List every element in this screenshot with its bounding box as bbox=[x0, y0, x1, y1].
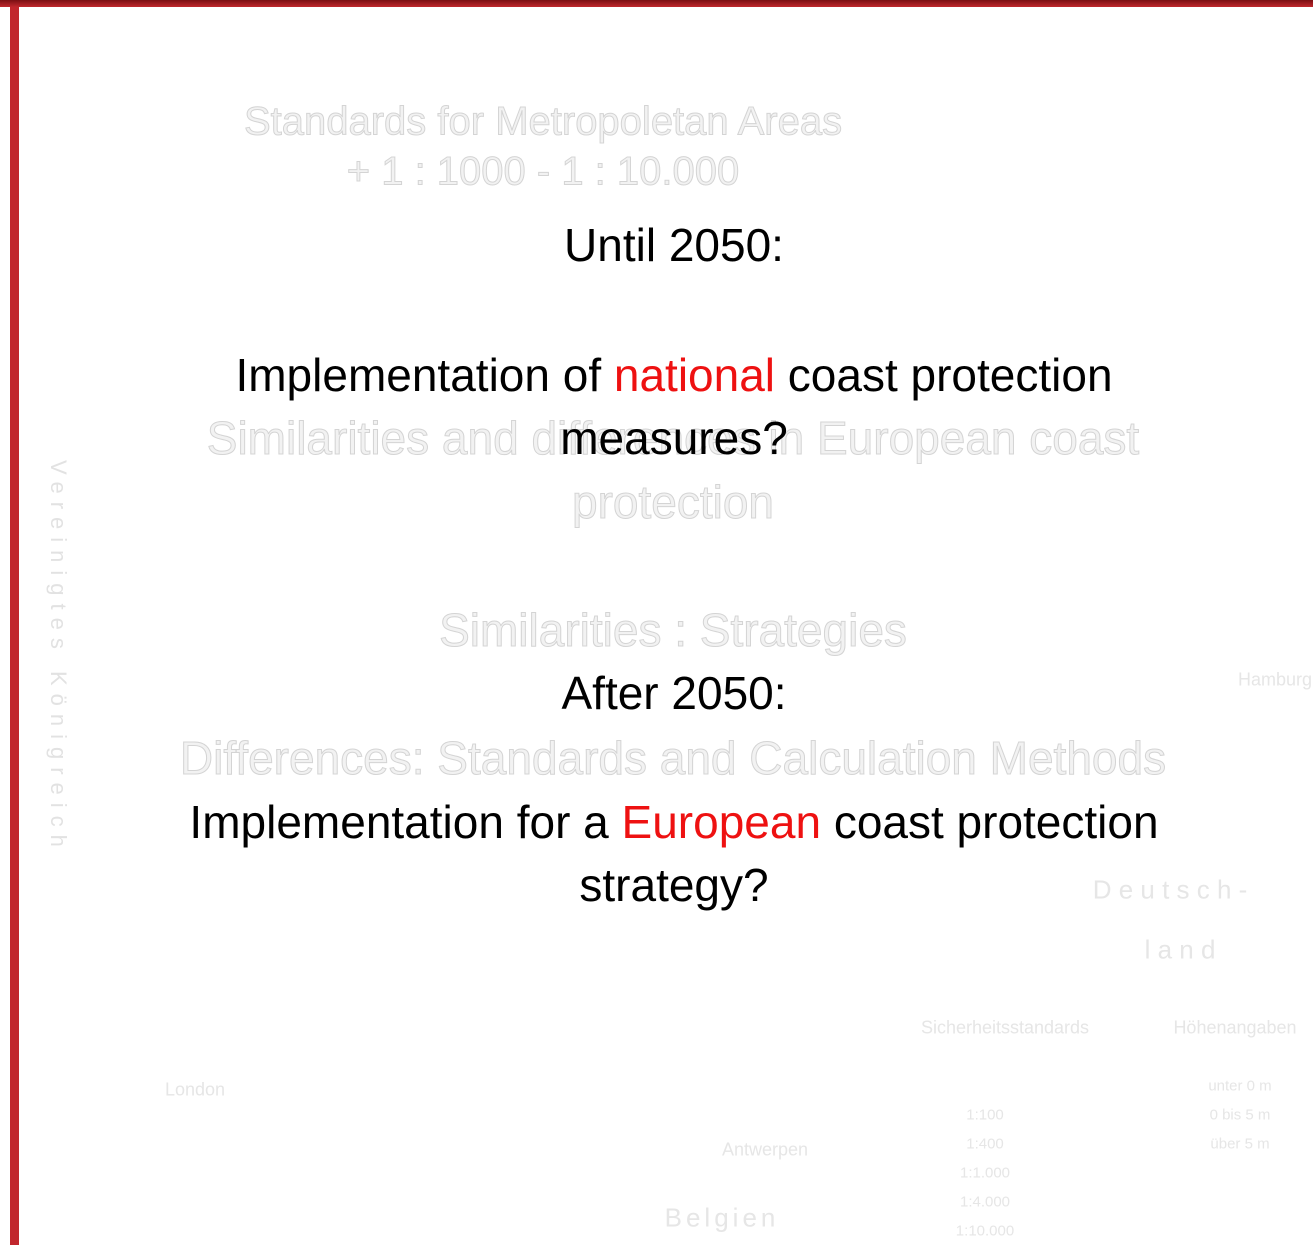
heading: Until 2050: bbox=[564, 219, 784, 271]
map-label: l a n d bbox=[1144, 934, 1216, 965]
top-bar bbox=[0, 0, 1313, 7]
heading: After 2050: bbox=[561, 667, 787, 719]
legend-item: 1:10.000 bbox=[955, 1222, 1015, 1240]
map-label: D e u t s c h - bbox=[1092, 874, 1248, 905]
ghost-text: Similarities and differences in European… bbox=[206, 412, 1140, 465]
text-line: strategy? bbox=[579, 859, 769, 911]
map-label: Belgien bbox=[664, 1202, 780, 1233]
left-bar bbox=[10, 7, 19, 1245]
map-label: Vereinigtes Königreich bbox=[46, 460, 71, 855]
ghost-text: protection bbox=[571, 476, 775, 529]
map-label: London bbox=[164, 1079, 226, 1100]
map-label: Hamburg bbox=[1237, 669, 1313, 690]
text: coast protection bbox=[821, 796, 1159, 848]
ghost-text: Standards for Metropoletan Areas bbox=[243, 99, 843, 144]
legend-item: 0 bis 5 m bbox=[1209, 1106, 1271, 1124]
ghost-text: + 1 : 1000 - 1 : 10.000 bbox=[346, 149, 740, 194]
highlight: European bbox=[621, 796, 822, 848]
legend-item: unter 0 m bbox=[1208, 1077, 1272, 1095]
text-line: measures? bbox=[560, 412, 788, 464]
text-line: Implementation for a European coast prot… bbox=[189, 795, 1158, 849]
map-label: Antwerpen bbox=[721, 1139, 809, 1160]
ghost-text: Similarities : Strategies bbox=[439, 604, 908, 657]
map-label: Höhenangaben bbox=[1173, 1017, 1297, 1038]
text: coast protection bbox=[775, 349, 1113, 401]
text: Implementation for a bbox=[189, 796, 622, 848]
highlight: national bbox=[613, 349, 776, 401]
legend-item: 1:1.000 bbox=[959, 1164, 1011, 1182]
text-line: Implementation of national coast protect… bbox=[235, 348, 1112, 402]
legend-item: über 5 m bbox=[1210, 1135, 1270, 1153]
legend-item: 1:400 bbox=[966, 1135, 1004, 1153]
text: Implementation of bbox=[235, 349, 614, 401]
legend-item: 1:100 bbox=[966, 1106, 1004, 1124]
legend-item: 1:4.000 bbox=[959, 1193, 1011, 1211]
ghost-text: Differences: Standards and Calculation M… bbox=[179, 732, 1167, 785]
map-label: Sicherheitsstandards bbox=[920, 1017, 1090, 1038]
